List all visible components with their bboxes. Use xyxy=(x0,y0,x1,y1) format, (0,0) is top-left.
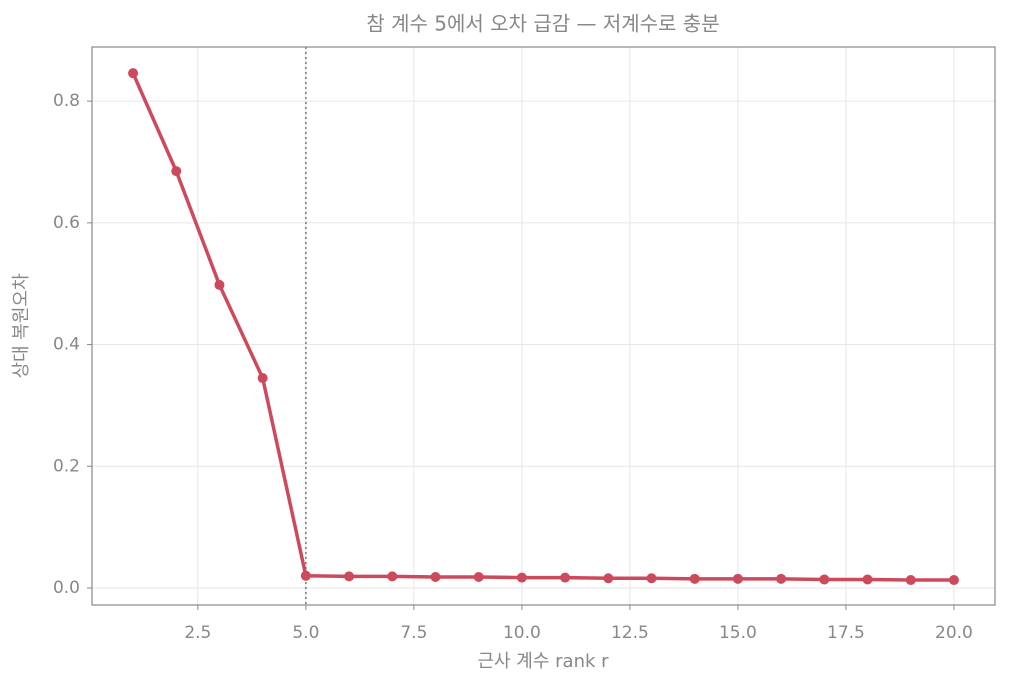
data-point xyxy=(776,573,787,584)
data-point xyxy=(819,574,830,585)
data-point xyxy=(862,574,873,585)
x-tick-label: 15.0 xyxy=(719,623,757,643)
data-point xyxy=(430,572,441,583)
y-tick-label: 0.4 xyxy=(53,335,80,355)
data-line xyxy=(131,72,954,582)
data-point xyxy=(603,573,614,584)
data-point xyxy=(344,571,355,582)
y-tick-label: 0.0 xyxy=(53,578,80,598)
x-tick-label: 5.0 xyxy=(292,623,319,643)
x-tick-label: 2.5 xyxy=(184,623,211,643)
y-tick-label: 0.8 xyxy=(53,91,80,111)
data-point xyxy=(732,573,743,584)
data-point xyxy=(257,373,268,384)
x-tick-label: 17.5 xyxy=(827,623,865,643)
y-tick-label: 0.6 xyxy=(53,213,80,233)
plot-frame xyxy=(91,46,996,606)
data-point xyxy=(948,575,959,586)
x-axis-label: 근사 계수 rank r xyxy=(477,651,609,672)
data-point xyxy=(473,572,484,583)
data-point xyxy=(214,279,225,290)
y-tick-label: 0.2 xyxy=(53,456,80,476)
data-point xyxy=(171,166,182,177)
data-point xyxy=(646,573,657,584)
x-tick-label: 10.0 xyxy=(503,623,541,643)
x-tick-label: 7.5 xyxy=(400,623,427,643)
data-point xyxy=(300,570,311,581)
x-tick-label: 20.0 xyxy=(935,623,973,643)
data-point xyxy=(516,572,527,583)
x-tick-label: 12.5 xyxy=(611,623,649,643)
y-axis-label: 상대 복원오차 xyxy=(11,273,32,379)
data-point xyxy=(387,571,398,582)
data-point xyxy=(560,572,571,583)
chart-title: 참 계수 5에서 오차 급감 — 저계수로 충분 xyxy=(366,12,719,36)
data-point xyxy=(128,68,139,79)
data-point xyxy=(689,573,700,584)
data-point xyxy=(905,575,916,586)
